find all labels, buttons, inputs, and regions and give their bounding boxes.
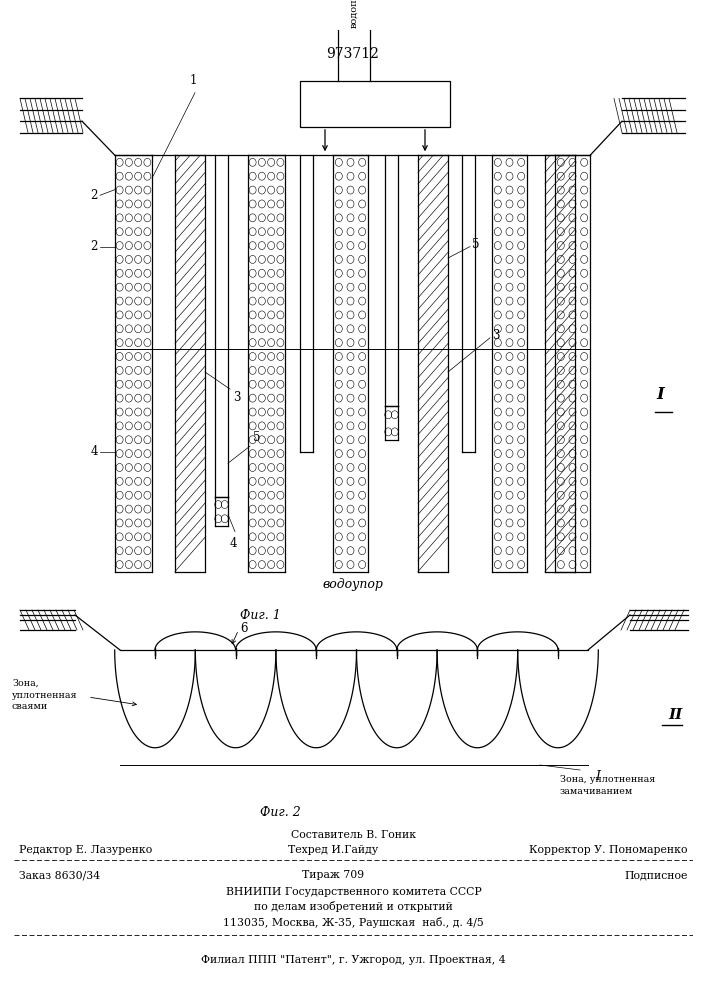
Text: Редактор Е. Лазуренко: Редактор Е. Лазуренко: [19, 845, 153, 855]
Text: 2: 2: [90, 189, 98, 202]
Text: по делам изобретений и открытий: по делам изобретений и открытий: [254, 902, 453, 912]
Text: водопровод: водопровод: [349, 0, 358, 28]
Text: 5: 5: [253, 431, 260, 444]
Text: 973712: 973712: [327, 47, 380, 61]
Text: Заказ 8630/34: Заказ 8630/34: [19, 870, 100, 880]
Text: водоупор: водоупор: [322, 578, 383, 591]
Text: Корректор У. Пономаренко: Корректор У. Пономаренко: [530, 845, 688, 855]
Text: 2: 2: [90, 240, 98, 253]
Text: Составитель В. Гоник: Составитель В. Гоник: [291, 830, 416, 840]
Text: 113035, Москва, Ж-35, Раушская  наб., д. 4/5: 113035, Москва, Ж-35, Раушская наб., д. …: [223, 916, 484, 928]
Text: 4: 4: [229, 537, 237, 550]
Text: Зона,
уплотненная
сваями: Зона, уплотненная сваями: [12, 679, 78, 711]
Text: ВНИИПИ Государственного комитета СССР: ВНИИПИ Государственного комитета СССР: [226, 887, 481, 897]
Text: II: II: [668, 708, 682, 722]
Text: Подписное: Подписное: [624, 870, 688, 880]
Text: Фиг. 2: Фиг. 2: [259, 806, 300, 820]
Text: 6: 6: [240, 621, 248, 635]
Text: 1: 1: [190, 74, 197, 87]
Text: Фиг. 1: Фиг. 1: [240, 609, 281, 622]
Text: Зона, уплотненная
замачиванием: Зона, уплотненная замачиванием: [560, 775, 655, 796]
Text: I: I: [595, 770, 600, 784]
Text: 4: 4: [90, 445, 98, 458]
Text: 3: 3: [492, 329, 500, 342]
Text: I: I: [656, 386, 664, 403]
Text: Филиал ППП "Патент", г. Ужгород, ул. Проектная, 4: Филиал ППП "Патент", г. Ужгород, ул. Про…: [201, 955, 506, 965]
Text: 5: 5: [472, 238, 479, 251]
Text: 3: 3: [233, 391, 240, 404]
Text: Техред И.Гайду: Техред И.Гайду: [288, 845, 378, 855]
Bar: [300, 81, 450, 127]
Text: Тираж 709: Тираж 709: [302, 870, 364, 880]
